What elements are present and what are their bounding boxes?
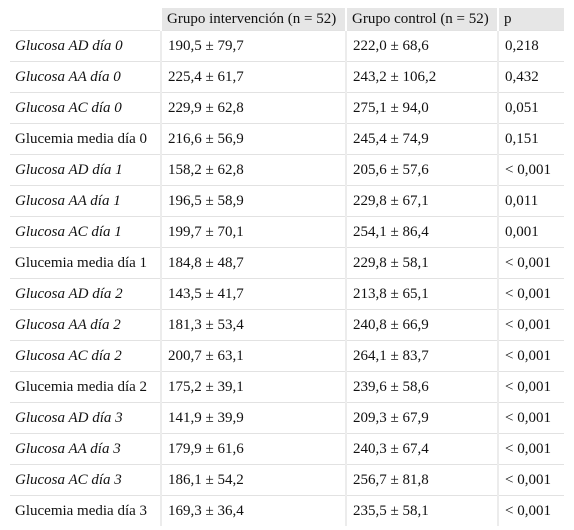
row-label: Glucosa AD día 2 (10, 278, 161, 310)
cell: < 0,001 (497, 433, 564, 465)
row-label: Glucosa AA día 1 (10, 185, 161, 217)
table-row: Glucemia media día 2 175,2 ± 39,1 239,6 ± … (10, 371, 564, 403)
row-label: Glucosa AC día 3 (10, 464, 161, 496)
row-label: Glucosa AA día 2 (10, 309, 161, 341)
cell: 181,3 ± 53,4 (160, 309, 346, 341)
table-row: Glucemia media día 3 169,3 ± 36,4 235,5 ± … (10, 495, 564, 526)
cell: 175,2 ± 39,1 (160, 371, 346, 403)
table-row: Glucosa AC día 3 186,1 ± 54,2 256,7 ± 81,8… (10, 464, 564, 496)
table-row: Glucosa AC día 0 229,9 ± 62,8 275,1 ± 94,0… (10, 92, 564, 124)
row-label: Glucemia media día 0 (10, 123, 161, 155)
cell: < 0,001 (497, 495, 564, 526)
cell: 245,4 ± 74,9 (345, 123, 498, 155)
cell: < 0,001 (497, 278, 564, 310)
cell: 196,5 ± 58,9 (160, 185, 346, 217)
cell: 254,1 ± 86,4 (345, 216, 498, 248)
cell: 264,1 ± 83,7 (345, 340, 498, 372)
row-label: Glucemia media día 2 (10, 371, 161, 403)
cell: 275,1 ± 94,0 (345, 92, 498, 124)
row-label: Glucosa AC día 1 (10, 216, 161, 248)
cell: 199,7 ± 70,1 (160, 216, 346, 248)
header-cell: p (497, 8, 564, 31)
cell: 213,8 ± 65,1 (345, 278, 498, 310)
cell: 240,8 ± 66,9 (345, 309, 498, 341)
cell: 222,0 ± 68,6 (345, 30, 498, 62)
cell: 239,6 ± 58,6 (345, 371, 498, 403)
cell: 0,218 (497, 30, 564, 62)
cell: < 0,001 (497, 402, 564, 434)
table-row: Glucosa AA día 3 179,9 ± 61,6 240,3 ± 67,4… (10, 433, 564, 465)
cell: 229,9 ± 62,8 (160, 92, 346, 124)
cell: 200,7 ± 63,1 (160, 340, 346, 372)
table-row: Glucosa AD día 1 158,2 ± 62,8 205,6 ± 57,6… (10, 154, 564, 186)
cell: < 0,001 (497, 154, 564, 186)
cell: 0,432 (497, 61, 564, 93)
data-table: Grupo intervención (n = 52) Grupo control… (10, 8, 564, 526)
row-label: Glucosa AD día 3 (10, 402, 161, 434)
cell: 225,4 ± 61,7 (160, 61, 346, 93)
header-cell: Grupo intervención (n = 52) (160, 8, 346, 31)
table-row: Glucemia media día 1 184,8 ± 48,7 229,8 ± … (10, 247, 564, 279)
cell: 179,9 ± 61,6 (160, 433, 346, 465)
cell: < 0,001 (497, 464, 564, 496)
cell: 216,6 ± 56,9 (160, 123, 346, 155)
table-row: Glucosa AA día 0 225,4 ± 61,7 243,2 ± 106,… (10, 61, 564, 93)
cell: 169,3 ± 36,4 (160, 495, 346, 526)
row-label: Glucosa AA día 3 (10, 433, 161, 465)
row-label: Glucemia media día 1 (10, 247, 161, 279)
header-row: Grupo intervención (n = 52) Grupo control… (10, 8, 564, 31)
row-label: Glucosa AD día 1 (10, 154, 161, 186)
cell: < 0,001 (497, 247, 564, 279)
cell: 229,8 ± 67,1 (345, 185, 498, 217)
table-row: Glucosa AA día 1 196,5 ± 58,9 229,8 ± 67,1… (10, 185, 564, 217)
cell: < 0,001 (497, 371, 564, 403)
table-row: Glucosa AC día 2 200,7 ± 63,1 264,1 ± 83,7… (10, 340, 564, 372)
cell: 256,7 ± 81,8 (345, 464, 498, 496)
row-label: Glucosa AC día 2 (10, 340, 161, 372)
row-label: Glucemia media día 3 (10, 495, 161, 526)
cell: 143,5 ± 41,7 (160, 278, 346, 310)
cell: 229,8 ± 58,1 (345, 247, 498, 279)
header-cell (10, 8, 161, 31)
cell: 141,9 ± 39,9 (160, 402, 346, 434)
header-cell: Grupo control (n = 52) (345, 8, 498, 31)
cell: 0,001 (497, 216, 564, 248)
cell: 0,051 (497, 92, 564, 124)
table-row: Glucosa AC día 1 199,7 ± 70,1 254,1 ± 86,4… (10, 216, 564, 248)
cell: < 0,001 (497, 340, 564, 372)
cell: 235,5 ± 58,1 (345, 495, 498, 526)
cell: 205,6 ± 57,6 (345, 154, 498, 186)
cell: 190,5 ± 79,7 (160, 30, 346, 62)
table-row: Glucosa AD día 2 143,5 ± 41,7 213,8 ± 65,1… (10, 278, 564, 310)
row-label: Glucosa AA día 0 (10, 61, 161, 93)
cell: 209,3 ± 67,9 (345, 402, 498, 434)
cell: 240,3 ± 67,4 (345, 433, 498, 465)
table-row: Glucosa AD día 0 190,5 ± 79,7 222,0 ± 68,6… (10, 30, 564, 62)
cell: 158,2 ± 62,8 (160, 154, 346, 186)
table-row: Glucemia media día 0 216,6 ± 56,9 245,4 ± … (10, 123, 564, 155)
table-row: Glucosa AD día 3 141,9 ± 39,9 209,3 ± 67,9… (10, 402, 564, 434)
cell: 0,151 (497, 123, 564, 155)
cell: 243,2 ± 106,2 (345, 61, 498, 93)
cell: < 0,001 (497, 309, 564, 341)
cell: 184,8 ± 48,7 (160, 247, 346, 279)
table-row: Glucosa AA día 2 181,3 ± 53,4 240,8 ± 66,9… (10, 309, 564, 341)
cell: 0,011 (497, 185, 564, 217)
row-label: Glucosa AC día 0 (10, 92, 161, 124)
row-label: Glucosa AD día 0 (10, 30, 161, 62)
cell: 186,1 ± 54,2 (160, 464, 346, 496)
